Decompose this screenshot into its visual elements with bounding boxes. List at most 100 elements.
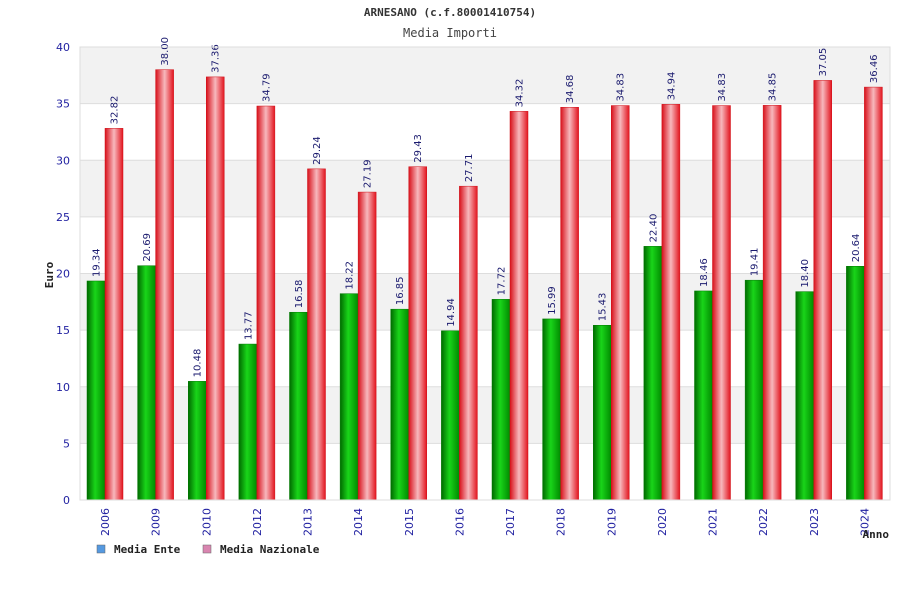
data-label: 36.46 xyxy=(869,54,880,83)
bar-media-nazionale xyxy=(459,185,478,501)
data-label: 27.71 xyxy=(464,154,475,183)
data-label: 16.85 xyxy=(395,277,406,306)
data-label: 18.40 xyxy=(800,259,811,288)
data-label: 29.43 xyxy=(413,134,424,163)
y-tick-label: 15 xyxy=(56,324,70,337)
x-tick-label: 2024 xyxy=(858,508,871,536)
legend-swatch xyxy=(96,544,106,554)
bar-media-nazionale xyxy=(256,105,276,501)
bar-media-ente xyxy=(390,308,409,501)
y-tick-label: 10 xyxy=(56,381,70,394)
data-label: 34.85 xyxy=(768,73,779,102)
x-tick-label: 2023 xyxy=(808,508,821,536)
bar-media-ente xyxy=(289,311,308,501)
y-tick-label: 35 xyxy=(56,98,70,111)
bar-media-nazionale xyxy=(661,104,681,501)
bar-media-nazionale xyxy=(206,76,225,501)
bar-media-nazionale xyxy=(307,168,326,501)
data-label: 14.94 xyxy=(446,298,457,327)
x-tick-label: 2014 xyxy=(352,508,365,536)
data-label: 34.68 xyxy=(565,75,576,104)
x-tick-label: 2010 xyxy=(200,508,213,536)
bar-media-nazionale xyxy=(611,105,630,501)
x-tick-label: 2020 xyxy=(656,508,669,536)
bar-media-ente xyxy=(643,246,663,501)
data-label: 34.94 xyxy=(666,72,677,101)
data-label: 22.40 xyxy=(648,214,659,243)
bar-media-ente xyxy=(542,318,561,501)
x-tick-label: 2006 xyxy=(99,508,112,536)
legend-label: Media Nazionale xyxy=(220,543,320,556)
data-label: 34.32 xyxy=(515,79,526,108)
bar-media-ente xyxy=(441,330,460,501)
data-label: 34.83 xyxy=(616,73,627,102)
data-label: 17.72 xyxy=(497,267,508,296)
bar-media-nazionale xyxy=(408,166,427,501)
data-label: 19.34 xyxy=(92,248,103,277)
bar-media-ente xyxy=(744,279,764,501)
bar-media-ente xyxy=(593,325,612,501)
y-tick-label: 0 xyxy=(63,494,70,507)
bar-media-ente xyxy=(491,299,511,501)
x-tick-label: 2018 xyxy=(555,508,568,536)
y-tick-label: 30 xyxy=(56,154,70,167)
x-tick-label: 2013 xyxy=(302,508,315,536)
data-label: 20.64 xyxy=(851,234,862,263)
bar-media-nazionale xyxy=(712,105,731,501)
x-tick-label: 2022 xyxy=(757,508,770,536)
bar-media-ente xyxy=(188,381,207,501)
data-label: 38.00 xyxy=(160,37,171,66)
y-axis-ticks: 0 5 10 15 20 25 30 35 40 xyxy=(56,41,70,507)
y-tick-label: 20 xyxy=(56,268,70,281)
x-tick-label: 2021 xyxy=(707,508,720,536)
bar-media-nazionale xyxy=(864,86,883,501)
data-label: 18.46 xyxy=(699,258,710,287)
y-tick-label: 25 xyxy=(56,211,70,224)
x-tick-label: 2016 xyxy=(453,508,466,536)
bar-media-ente xyxy=(846,266,865,501)
y-tick-label: 40 xyxy=(56,41,70,54)
x-tick-label: 2009 xyxy=(150,508,163,536)
data-label: 18.22 xyxy=(345,261,356,290)
chart-title: ARNESANO (c.f.80001410754) xyxy=(364,6,536,19)
x-tick-label: 2019 xyxy=(605,508,618,536)
legend: Media Ente Media Nazionale xyxy=(96,543,320,556)
axes xyxy=(79,46,891,501)
x-tick-label: 2017 xyxy=(504,508,517,536)
data-label: 34.79 xyxy=(261,73,272,102)
data-label: 29.24 xyxy=(312,136,323,165)
x-axis-label: Anno xyxy=(863,528,890,541)
bar-media-ente xyxy=(238,343,258,501)
data-label: 15.43 xyxy=(598,293,609,322)
bar-media-ente xyxy=(339,293,359,501)
y-axis-label: Euro xyxy=(43,261,56,288)
data-label: 15.99 xyxy=(547,286,558,315)
data-label: 20.69 xyxy=(142,233,153,262)
data-label: 32.82 xyxy=(110,96,121,125)
bar-media-nazionale xyxy=(155,69,174,501)
data-labels: 19.34 32.82 20.69 38.00 10.48 37.36 13.77 34.79… xyxy=(92,37,880,377)
bar-media-nazionale xyxy=(762,105,782,501)
y-tick-label: 5 xyxy=(63,437,70,450)
data-label: 37.05 xyxy=(818,48,829,77)
bar-media-ente xyxy=(137,265,156,501)
data-label: 27.19 xyxy=(363,159,374,188)
data-label: 19.41 xyxy=(750,248,761,277)
bar-media-nazionale xyxy=(104,128,124,501)
x-tick-label: 2012 xyxy=(251,508,264,536)
bar-media-nazionale xyxy=(357,191,377,501)
bar-media-ente xyxy=(86,280,106,501)
data-label: 10.48 xyxy=(193,349,204,378)
x-axis-ticks: 2006 2009 2010 2012 2013 2014 2015 2016 2017 2018… xyxy=(99,508,871,536)
bar-media-ente xyxy=(694,290,713,501)
bar-media-nazionale xyxy=(813,80,832,501)
bar-media-nazionale xyxy=(509,111,529,501)
data-label: 37.36 xyxy=(211,44,222,73)
bars xyxy=(86,69,883,501)
data-label: 34.83 xyxy=(717,73,728,102)
legend-label: Media Ente xyxy=(114,543,181,556)
data-label: 13.77 xyxy=(243,311,254,340)
data-label: 16.58 xyxy=(294,280,305,309)
plot-border xyxy=(79,46,891,501)
